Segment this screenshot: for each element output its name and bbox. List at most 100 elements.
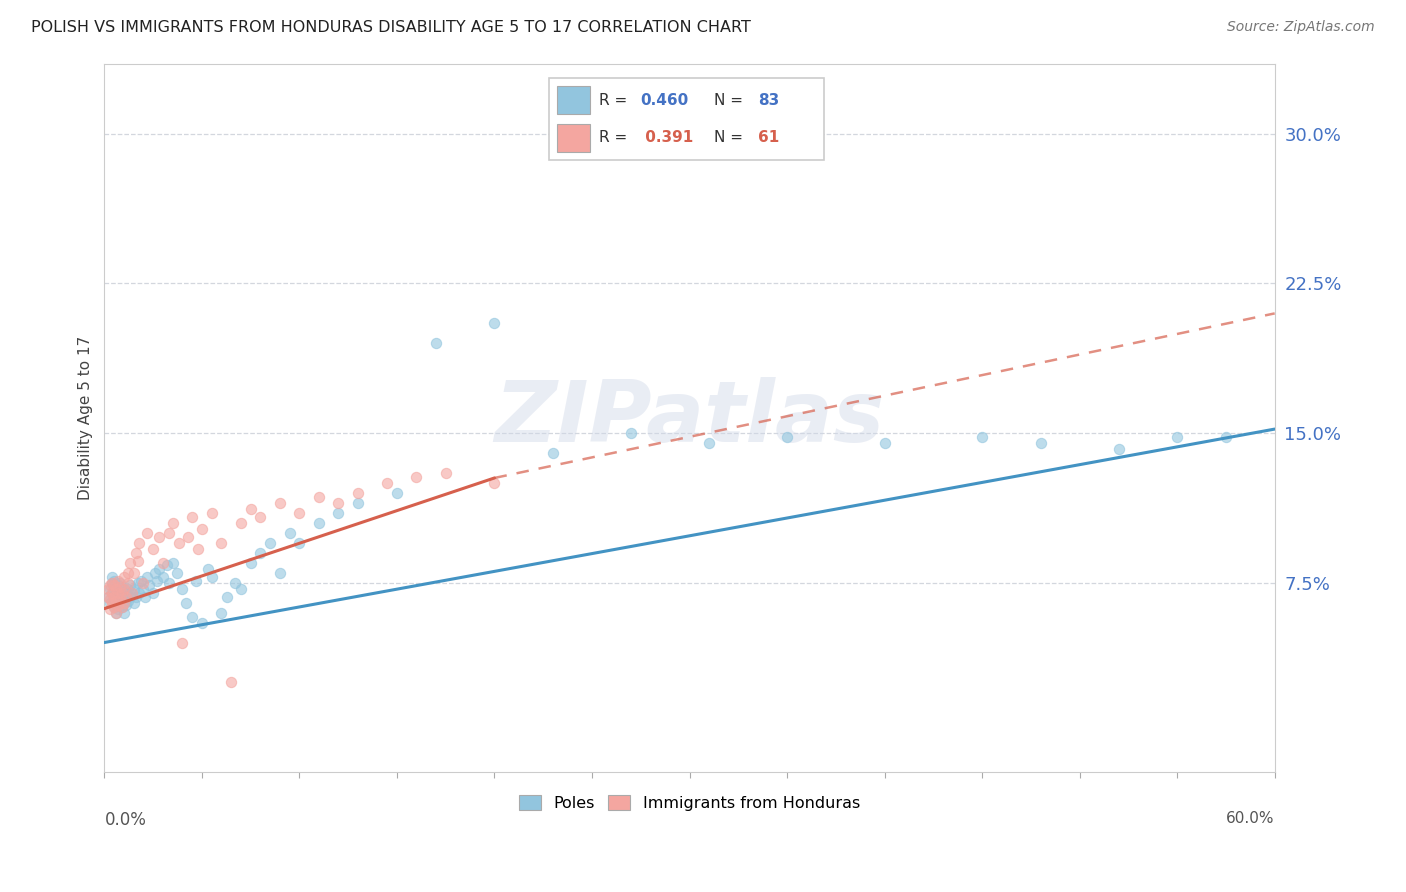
- Point: [132, 575, 155, 590]
- Point: [209, 535, 232, 549]
- Point: [142, 541, 165, 556]
- Point: [172, 582, 194, 596]
- Point: [131, 574, 153, 588]
- Point: [146, 574, 169, 588]
- Point: [103, 591, 125, 606]
- Point: [143, 566, 166, 580]
- Point: [118, 556, 141, 570]
- Point: [127, 575, 149, 590]
- Point: [101, 575, 124, 590]
- Point: [122, 566, 145, 580]
- Point: [873, 436, 896, 450]
- Point: [176, 596, 198, 610]
- Point: [288, 506, 311, 520]
- Point: [484, 475, 506, 490]
- Point: [105, 596, 128, 610]
- Point: [224, 575, 246, 590]
- Point: [127, 554, 149, 568]
- Point: [98, 577, 121, 591]
- Point: [136, 570, 159, 584]
- Point: [1108, 442, 1130, 456]
- Point: [101, 585, 124, 599]
- Point: [105, 585, 128, 599]
- Point: [128, 535, 150, 549]
- Point: [97, 582, 120, 596]
- Point: [201, 570, 224, 584]
- Point: [308, 490, 330, 504]
- Point: [114, 590, 136, 604]
- Point: [152, 570, 174, 584]
- Point: [107, 601, 129, 615]
- Point: [105, 606, 128, 620]
- Point: [107, 577, 129, 591]
- Point: [209, 606, 232, 620]
- Point: [105, 606, 128, 620]
- Point: [112, 582, 135, 596]
- Point: [111, 585, 134, 599]
- Point: [114, 585, 136, 599]
- Point: [184, 574, 207, 588]
- Point: [148, 562, 170, 576]
- Point: [103, 577, 125, 591]
- Point: [1029, 436, 1052, 450]
- Point: [152, 556, 174, 570]
- Point: [269, 496, 291, 510]
- Point: [118, 577, 141, 591]
- Point: [1215, 430, 1237, 444]
- Point: [124, 590, 146, 604]
- Point: [162, 516, 184, 530]
- Point: [112, 582, 135, 596]
- Point: [108, 591, 131, 606]
- Point: [167, 535, 190, 549]
- Point: [111, 590, 134, 604]
- Point: [128, 585, 150, 599]
- Point: [112, 570, 135, 584]
- Point: [103, 574, 125, 588]
- Point: [278, 525, 301, 540]
- Point: [117, 566, 139, 580]
- Point: [117, 593, 139, 607]
- Text: Source: ZipAtlas.com: Source: ZipAtlas.com: [1227, 20, 1375, 34]
- Point: [105, 582, 128, 596]
- Text: ZIPatlas: ZIPatlas: [495, 376, 884, 459]
- Point: [97, 590, 120, 604]
- Point: [249, 546, 271, 560]
- Point: [776, 430, 799, 444]
- Point: [229, 516, 252, 530]
- Point: [117, 582, 139, 596]
- Point: [107, 574, 129, 588]
- Point: [1166, 430, 1188, 444]
- Point: [620, 426, 643, 441]
- Point: [122, 582, 145, 596]
- Point: [112, 606, 135, 620]
- Legend: Poles, Immigrants from Honduras: Poles, Immigrants from Honduras: [512, 789, 866, 817]
- Point: [98, 591, 121, 606]
- Point: [288, 535, 311, 549]
- Point: [328, 496, 350, 510]
- Text: POLISH VS IMMIGRANTS FROM HONDURAS DISABILITY AGE 5 TO 17 CORRELATION CHART: POLISH VS IMMIGRANTS FROM HONDURAS DISAB…: [31, 20, 751, 35]
- Point: [219, 675, 242, 690]
- Point: [122, 596, 145, 610]
- Point: [101, 585, 124, 599]
- Point: [259, 535, 281, 549]
- Point: [121, 585, 143, 599]
- Point: [697, 436, 720, 450]
- Point: [197, 562, 219, 576]
- Point: [101, 575, 124, 590]
- Point: [101, 570, 124, 584]
- Point: [347, 486, 370, 500]
- Point: [138, 577, 160, 591]
- Point: [157, 525, 180, 540]
- Point: [375, 475, 398, 490]
- Point: [105, 593, 128, 607]
- Point: [111, 599, 134, 614]
- Point: [97, 590, 120, 604]
- Point: [434, 466, 457, 480]
- Point: [98, 601, 121, 615]
- Point: [217, 590, 239, 604]
- Point: [103, 582, 125, 596]
- Point: [101, 596, 124, 610]
- Point: [191, 522, 214, 536]
- Point: [134, 590, 156, 604]
- Point: [269, 566, 291, 580]
